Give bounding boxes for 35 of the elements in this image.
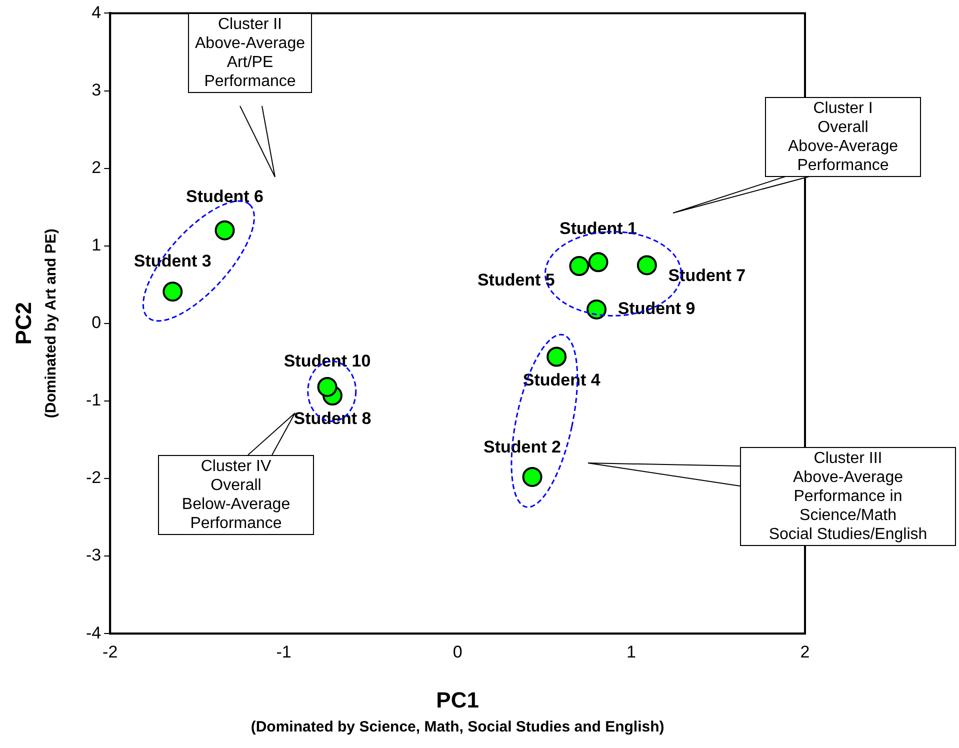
point [588, 252, 608, 272]
y-tick-label: -3 [86, 546, 102, 565]
point [636, 255, 657, 276]
point [522, 466, 542, 487]
x-axis-title: PC1 (Dominated by Science, Math, Social Studies and English) [250, 688, 664, 736]
y-tick-label: -1 [86, 390, 102, 410]
x-tick-label: -1 [276, 642, 292, 662]
annotation: Cluster II Above-Average Art/PE Performance [188, 13, 312, 93]
y-tick-label: 3 [92, 80, 102, 100]
point [546, 346, 567, 367]
annotation: Student 3 [134, 251, 212, 270]
point [214, 220, 235, 240]
annotation: Student 10 [284, 352, 371, 371]
annotation: Student 6 [186, 187, 264, 206]
y-tick-label: -4 [86, 623, 102, 642]
annotation: Student 4 [522, 370, 601, 390]
point [586, 299, 607, 320]
y-tick-label: 2 [92, 158, 102, 177]
y-tick-label: 0 [92, 313, 102, 332]
x-tick-label: 0 [452, 642, 462, 662]
point [162, 282, 183, 302]
annotation: Student 2 [484, 438, 561, 457]
annotation: Cluster IV Overall Below-Average Performance [158, 455, 314, 535]
x-tick-label: 1 [626, 642, 636, 662]
annotation: Student 8 [294, 409, 372, 428]
y-tick-label: 4 [92, 2, 102, 22]
point [569, 256, 590, 276]
annotation: Student 5 [477, 270, 555, 290]
annotation: Cluster I Overall Above-Average Performance [765, 97, 921, 177]
y-tick-label: 1 [92, 236, 102, 255]
x-tick-label: 2 [800, 642, 810, 662]
annotation: Cluster III Above-Average Performance in Science/Math Social Studies/English [740, 447, 956, 546]
annotation: Student 7 [668, 266, 746, 285]
y-axis-title: PC2 (Dominated by Art and PE) [11, 228, 60, 418]
y-tick-label: -2 [86, 468, 102, 488]
